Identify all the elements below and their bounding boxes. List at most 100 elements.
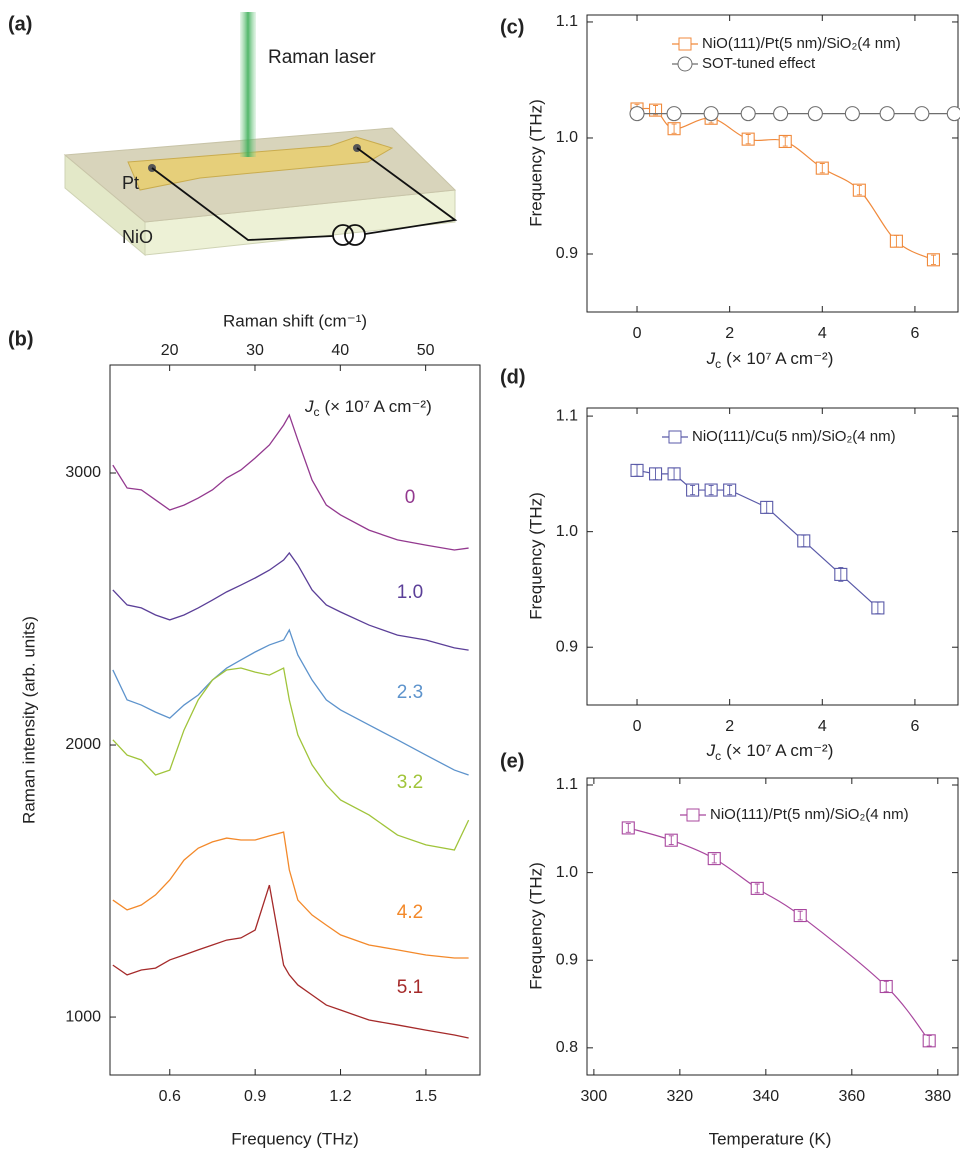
marker [807, 106, 823, 122]
x-tick-label: 4 [818, 718, 827, 735]
error-bar [764, 501, 770, 514]
x-axis-title: Temperature (K) [709, 1129, 832, 1148]
x-axis-title: Jc (× 10⁷ A cm⁻²) [706, 349, 834, 371]
series-line [636, 469, 879, 609]
error-bar [875, 601, 881, 615]
series-label: 2.3 [397, 682, 423, 703]
plot-frame [586, 777, 959, 1076]
legend-marker [668, 430, 682, 444]
y-tick-label: 1.0 [556, 864, 578, 881]
error-bar [711, 853, 717, 864]
diagram-panel: (a) Raman laser Pt NiO [8, 12, 458, 257]
x-tick-label: 2 [725, 718, 734, 735]
y-tick-label: 0.9 [556, 245, 578, 262]
error-bar [745, 134, 751, 145]
error-bar [653, 467, 659, 481]
error-bar [727, 484, 733, 496]
subscript: c [314, 405, 320, 419]
x2-axis-title: Raman shift (cm⁻¹) [223, 311, 367, 330]
wire [356, 147, 458, 235]
series-line [112, 551, 469, 651]
x-tick-label: 300 [581, 1088, 608, 1105]
error-bar [690, 484, 696, 496]
y-tick-label: 1.0 [556, 129, 578, 146]
series-line [112, 628, 469, 776]
x-tick-label: 340 [752, 1088, 779, 1105]
error-bar [838, 567, 844, 582]
error-bar [625, 823, 631, 833]
unit: (× 10⁷ A cm⁻²) [726, 741, 833, 760]
series-label: 3.2 [397, 772, 423, 793]
series-line [112, 413, 469, 551]
error-bar [782, 136, 788, 147]
symbol: J [706, 741, 716, 760]
series-line [112, 831, 469, 959]
error-bar [634, 464, 640, 477]
x2-tick-label: 20 [161, 342, 179, 359]
error-bar [856, 185, 862, 196]
marker [844, 106, 860, 122]
x-tick-label: 360 [838, 1088, 865, 1105]
series-line [112, 884, 469, 1039]
error-bar [671, 467, 677, 481]
panel-label: (e) [500, 750, 524, 772]
x-tick-label: 4 [818, 325, 827, 342]
marker [629, 106, 645, 122]
legend-marker [678, 37, 692, 51]
x2-tick-label: 50 [417, 342, 435, 359]
error-bar [893, 234, 899, 248]
x-tick-label: 0.9 [244, 1088, 266, 1105]
plot-frame [586, 407, 959, 706]
laser-label: Raman laser [268, 47, 376, 68]
y-tick-label: 0.9 [556, 951, 578, 968]
unit: (× 10⁷ A cm⁻²) [325, 397, 432, 416]
y-tick-label: 0.8 [556, 1039, 578, 1056]
x-tick-label: 320 [667, 1088, 694, 1105]
legend-label: NiO(111)/Pt(5 nm)/SiO₂(4 nm) [710, 806, 909, 823]
unit: (× 10⁷ A cm⁻²) [726, 349, 833, 368]
x-axis-title: Jc (× 10⁷ A cm⁻²) [706, 741, 834, 763]
y-axis-title: Frequency (THz) [526, 492, 545, 620]
error-bar [668, 835, 674, 846]
y-tick-label: 2000 [65, 736, 101, 753]
error-bar [819, 163, 825, 174]
series-label: 0 [405, 487, 416, 508]
x-tick-label: 2 [725, 325, 734, 342]
plot-frame [586, 14, 959, 313]
error-bar [754, 883, 760, 894]
y-tick-label: 1000 [65, 1008, 101, 1025]
marker [879, 106, 895, 122]
y-tick-label: 1.0 [556, 523, 578, 540]
panel-label: (c) [500, 16, 524, 38]
y-axis-title: Raman intensity (arb. units) [19, 616, 38, 824]
plot-frame [109, 364, 481, 1076]
electrode-label: Pt [122, 173, 139, 193]
laser-beam [240, 12, 256, 157]
y-axis-title: Frequency (THz) [526, 862, 545, 990]
error-bar [883, 980, 889, 993]
y-axis-title: Frequency (THz) [526, 99, 545, 227]
marker [946, 106, 960, 122]
subscript: c [715, 357, 721, 371]
series-line [628, 827, 930, 1042]
panel-label: (d) [500, 366, 526, 388]
panel-label: (a) [8, 13, 32, 35]
x-tick-label: 6 [910, 325, 919, 342]
x-tick-label: 6 [910, 718, 919, 735]
error-bar [797, 910, 803, 921]
pt-electrode [127, 136, 394, 191]
marker [773, 106, 789, 122]
error-bar [708, 484, 714, 496]
marker [703, 106, 719, 122]
legend-marker [686, 808, 700, 822]
y-tick-label: 1.1 [556, 776, 578, 793]
x2-tick-label: 30 [246, 342, 264, 359]
series-label: 4.2 [397, 902, 423, 923]
series-label: 1.0 [397, 582, 423, 603]
x-axis-title: Frequency (THz) [231, 1129, 359, 1148]
panel-label: (b) [8, 328, 34, 350]
legend-title: Jc (× 10⁷ A cm⁻²) [304, 397, 432, 419]
legend-label: NiO(111)/Cu(5 nm)/SiO₂(4 nm) [692, 428, 896, 445]
